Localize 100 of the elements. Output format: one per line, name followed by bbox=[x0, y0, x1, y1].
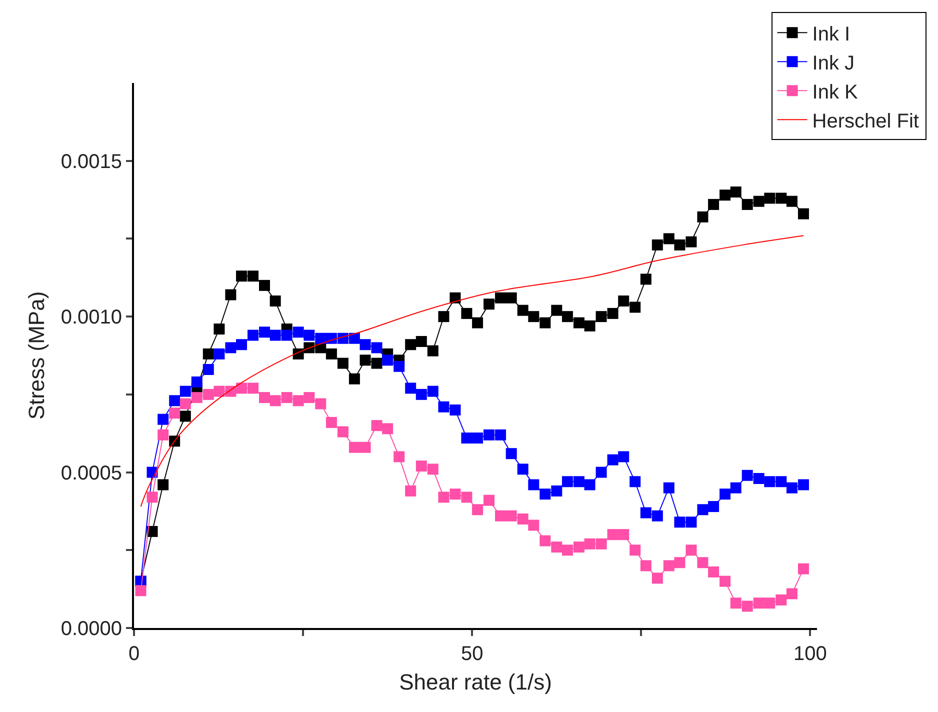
point bbox=[461, 308, 472, 319]
point bbox=[438, 311, 450, 322]
point bbox=[191, 376, 202, 388]
point bbox=[259, 326, 270, 338]
point bbox=[202, 348, 214, 360]
point bbox=[259, 392, 270, 404]
point bbox=[528, 311, 540, 322]
y-tick-label: 0.0005 bbox=[60, 462, 122, 484]
point bbox=[607, 308, 618, 319]
point bbox=[495, 292, 506, 304]
point bbox=[551, 542, 562, 553]
point bbox=[270, 395, 281, 406]
point bbox=[461, 432, 472, 444]
point bbox=[416, 388, 427, 400]
point bbox=[438, 401, 450, 412]
point bbox=[674, 557, 686, 568]
point bbox=[640, 507, 652, 518]
point bbox=[708, 198, 720, 210]
y-axis-title: Stress (MPa) bbox=[24, 291, 50, 420]
point bbox=[708, 501, 720, 512]
point bbox=[169, 395, 180, 406]
point bbox=[214, 348, 225, 360]
point bbox=[674, 239, 686, 250]
point bbox=[202, 364, 214, 376]
point bbox=[292, 395, 304, 406]
point bbox=[776, 476, 787, 488]
legend-label: Ink I bbox=[812, 23, 850, 46]
point bbox=[607, 529, 618, 540]
point bbox=[551, 304, 562, 316]
point bbox=[337, 358, 348, 369]
point bbox=[596, 538, 607, 550]
point bbox=[394, 360, 405, 372]
x-tick-label: 100 bbox=[794, 643, 827, 665]
point bbox=[640, 274, 652, 285]
point bbox=[382, 354, 394, 366]
point bbox=[236, 270, 248, 282]
point bbox=[753, 473, 764, 484]
point bbox=[742, 470, 753, 481]
point bbox=[427, 386, 438, 397]
point bbox=[146, 526, 158, 537]
point bbox=[528, 520, 540, 531]
point bbox=[348, 332, 360, 344]
point bbox=[730, 186, 742, 198]
y-tick-label: 0.0010 bbox=[60, 306, 122, 329]
point bbox=[730, 598, 742, 609]
point bbox=[674, 516, 686, 528]
legend-label: Ink J bbox=[812, 52, 855, 74]
point bbox=[158, 414, 169, 425]
point bbox=[742, 198, 753, 210]
point bbox=[584, 538, 596, 550]
point bbox=[214, 324, 225, 335]
point bbox=[720, 488, 731, 500]
point bbox=[450, 292, 461, 304]
point bbox=[720, 190, 731, 201]
point bbox=[360, 354, 371, 366]
point bbox=[798, 208, 809, 220]
point bbox=[259, 280, 270, 291]
point bbox=[663, 560, 674, 572]
point bbox=[326, 416, 337, 428]
point bbox=[248, 270, 259, 282]
point bbox=[630, 544, 641, 556]
point bbox=[753, 196, 764, 207]
point bbox=[686, 236, 697, 248]
point bbox=[540, 317, 551, 328]
point bbox=[394, 451, 405, 462]
point bbox=[292, 326, 304, 338]
point bbox=[304, 392, 315, 404]
point bbox=[371, 420, 382, 432]
point bbox=[405, 382, 416, 394]
legend-label: Herschel Fit bbox=[812, 110, 920, 132]
point bbox=[484, 429, 495, 440]
point bbox=[348, 442, 360, 453]
point bbox=[337, 426, 348, 438]
point bbox=[506, 292, 517, 304]
point bbox=[798, 563, 809, 574]
point bbox=[450, 488, 461, 500]
point bbox=[180, 386, 191, 397]
point bbox=[484, 494, 495, 506]
point bbox=[225, 289, 236, 300]
point bbox=[663, 482, 674, 494]
point bbox=[315, 398, 326, 410]
point bbox=[573, 542, 584, 553]
point bbox=[630, 302, 641, 313]
point bbox=[764, 476, 776, 488]
point bbox=[248, 330, 259, 341]
point bbox=[528, 479, 540, 490]
point bbox=[270, 330, 281, 341]
point bbox=[607, 454, 618, 466]
point bbox=[562, 476, 573, 488]
point bbox=[697, 211, 708, 222]
point bbox=[158, 429, 169, 440]
point bbox=[248, 382, 259, 394]
point bbox=[720, 576, 731, 587]
point bbox=[337, 332, 348, 344]
point bbox=[584, 320, 596, 332]
point bbox=[573, 317, 584, 328]
point bbox=[742, 600, 753, 612]
point bbox=[371, 342, 382, 354]
point bbox=[371, 358, 382, 369]
x-tick-label: 0 bbox=[128, 643, 140, 665]
